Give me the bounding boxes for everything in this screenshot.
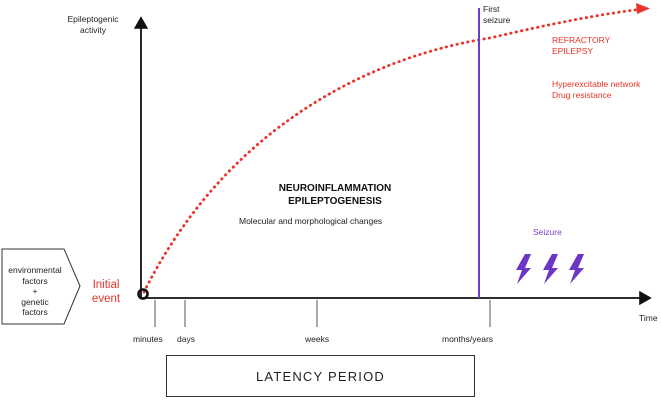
central-title-line-1: NEUROINFLAMMATION [278, 183, 392, 194]
refractory-label-line-2: EPILEPSY [552, 46, 594, 56]
seizure-label: Seizure [533, 227, 562, 237]
outcomes-list: Hyperexcitable network Drug resistance [552, 79, 640, 101]
lightning-bolt-icon [516, 254, 531, 284]
seizure-bolts [516, 254, 584, 284]
latency-period-label: LATENCY PERIOD [255, 368, 385, 384]
initial-event-label: Initial event [85, 278, 127, 306]
genetic-factors-line-2: factors [22, 307, 48, 317]
outcome-drug-resistance: Drug resistance [552, 90, 612, 100]
outcome-hyperexcitable-network: Hyperexcitable network [552, 79, 641, 89]
y-axis-label-line-2: activity [80, 25, 106, 35]
initial-event-line-2: event [91, 293, 121, 305]
lightning-bolt-icon [543, 254, 558, 284]
first-seizure-label-line-2: seizure [483, 15, 511, 25]
lightning-bolt-icon [569, 254, 584, 284]
central-title: NEUROINFLAMMATION EPILEPTOGENESIS [270, 182, 400, 208]
environmental-factors-line-1: environmental [8, 265, 62, 275]
central-title-line-2: EPILEPTOGENESIS [288, 196, 382, 207]
factors-text: environmental factors + genetic factors [2, 265, 68, 318]
genetic-factors-line-1: genetic [21, 296, 49, 307]
environmental-factors-line-2: factors [22, 275, 48, 286]
refractory-epilepsy-label: REFRACTORY EPILEPSY [552, 35, 610, 57]
tick-label-weeks: weeks [305, 334, 330, 344]
y-axis-label-line-1: Epileptogenic [67, 14, 119, 24]
tick-label-months-years: months/years [442, 334, 494, 344]
initial-event-line-1: Initial [92, 279, 120, 291]
x-axis-label: Time [639, 313, 658, 323]
central-subtitle: Molecular and morphological changes [239, 216, 383, 226]
epileptogenic-progression-curve [142, 7, 645, 294]
curve-arrowhead [636, 3, 650, 14]
initial-event-marker [137, 288, 149, 300]
first-seizure-label: First seizure [483, 4, 510, 26]
first-seizure-label-line-1: First [483, 4, 500, 14]
factors-box [1, 248, 81, 325]
y-axis-label: Epileptogenic activity [62, 14, 124, 36]
refractory-label-line-1: REFRACTORY [552, 35, 611, 45]
latency-period-box: LATENCY PERIOD [166, 355, 475, 397]
tick-label-days: days [177, 334, 195, 344]
factors-plus: + [32, 286, 38, 296]
tick-label-minutes: minutes [133, 334, 163, 344]
